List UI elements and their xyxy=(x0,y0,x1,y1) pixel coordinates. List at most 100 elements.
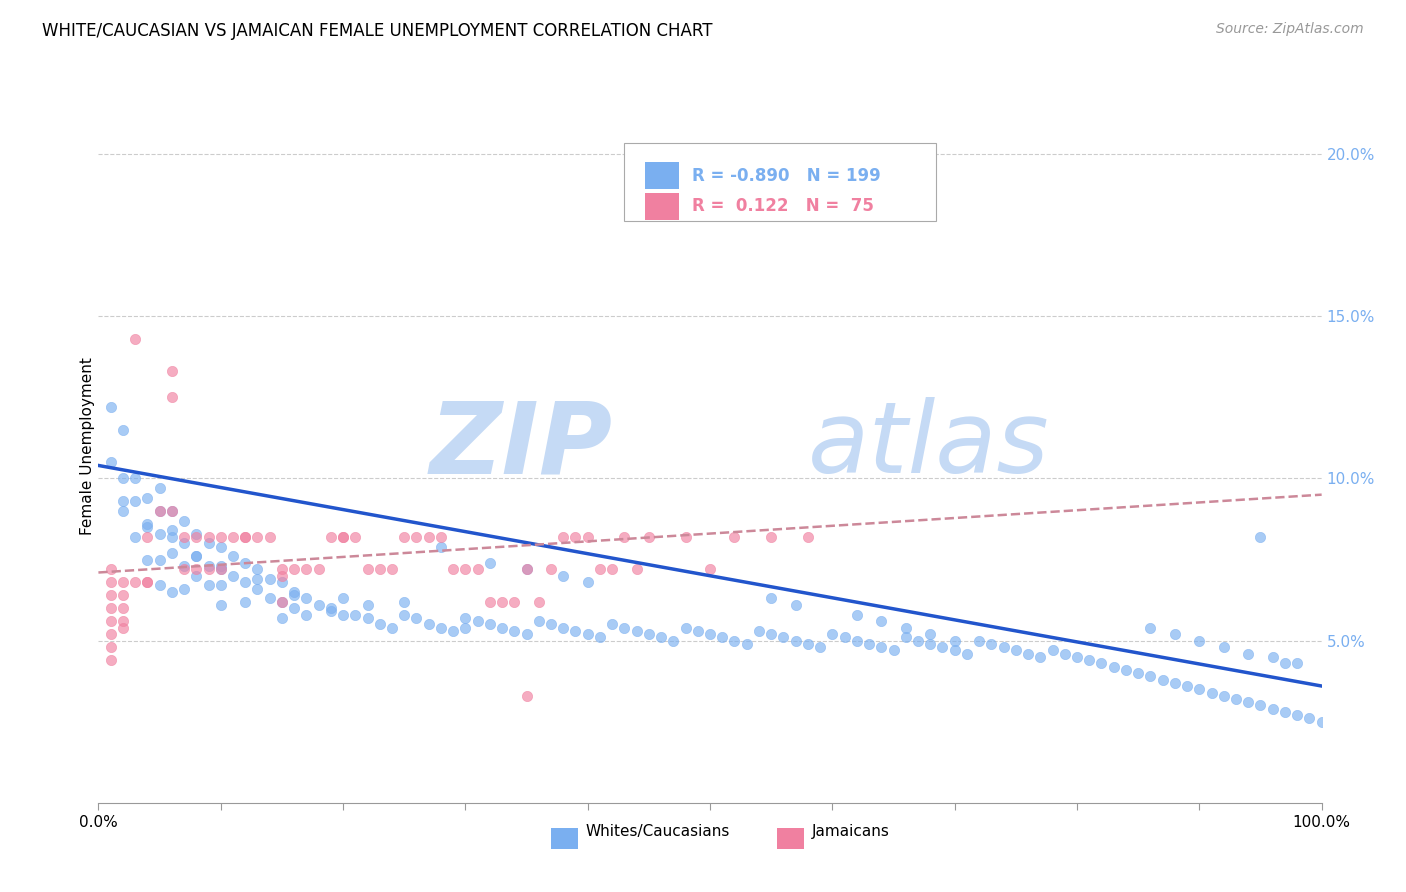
Point xyxy=(319,530,342,544)
Point xyxy=(149,481,172,495)
Point xyxy=(186,549,208,564)
Point xyxy=(1128,666,1150,681)
Point xyxy=(233,575,256,590)
Point xyxy=(894,631,917,645)
Point xyxy=(111,601,134,615)
Point xyxy=(124,471,146,485)
Point xyxy=(186,530,208,544)
Point xyxy=(920,627,942,641)
Point xyxy=(920,637,942,651)
Point xyxy=(1249,530,1271,544)
Point xyxy=(405,611,427,625)
Point xyxy=(197,562,219,576)
Point xyxy=(870,614,893,628)
Point xyxy=(675,621,697,635)
Point xyxy=(222,549,245,564)
Point xyxy=(478,595,501,609)
Point xyxy=(160,585,183,599)
Point xyxy=(222,530,245,544)
Point xyxy=(515,689,537,703)
Point xyxy=(834,631,856,645)
Point xyxy=(553,530,575,544)
Point xyxy=(418,617,440,632)
Point xyxy=(467,562,489,576)
Point xyxy=(699,562,721,576)
Point xyxy=(870,640,893,654)
Point xyxy=(100,601,122,615)
Point xyxy=(1310,714,1333,729)
Point xyxy=(136,516,159,531)
Point xyxy=(186,562,208,576)
Point xyxy=(173,514,195,528)
Point xyxy=(1225,692,1247,706)
Point xyxy=(197,578,219,592)
Point xyxy=(1139,621,1161,635)
Point xyxy=(430,621,453,635)
Point xyxy=(638,530,661,544)
Point xyxy=(332,607,354,622)
Point xyxy=(136,520,159,534)
Point xyxy=(332,530,354,544)
Point xyxy=(173,536,195,550)
Point xyxy=(233,530,256,544)
Point xyxy=(1017,647,1039,661)
Point xyxy=(797,530,820,544)
Point xyxy=(1274,705,1296,719)
Point xyxy=(441,562,464,576)
Point xyxy=(124,575,146,590)
Point xyxy=(454,621,477,635)
Point xyxy=(540,617,562,632)
Point xyxy=(576,575,599,590)
Point xyxy=(319,604,342,618)
Point xyxy=(197,530,219,544)
Point xyxy=(111,575,134,590)
Point xyxy=(308,562,330,576)
Point xyxy=(1090,657,1112,671)
Point xyxy=(503,595,526,609)
Point xyxy=(259,530,281,544)
Point xyxy=(761,591,783,606)
Point xyxy=(160,504,183,518)
Point xyxy=(797,637,820,651)
Point xyxy=(186,526,208,541)
Point xyxy=(136,530,159,544)
Point xyxy=(392,595,416,609)
Point xyxy=(392,530,416,544)
Text: WHITE/CAUCASIAN VS JAMAICAN FEMALE UNEMPLOYMENT CORRELATION CHART: WHITE/CAUCASIAN VS JAMAICAN FEMALE UNEMP… xyxy=(42,22,713,40)
Point xyxy=(1261,649,1284,664)
Point xyxy=(186,568,208,582)
Point xyxy=(515,562,537,576)
Point xyxy=(209,562,232,576)
Point xyxy=(1237,647,1260,661)
Point xyxy=(270,595,294,609)
Point xyxy=(931,640,953,654)
Point xyxy=(515,627,537,641)
Point xyxy=(1274,657,1296,671)
Point xyxy=(600,562,623,576)
Point xyxy=(356,598,378,612)
Point xyxy=(808,640,831,654)
Point xyxy=(222,568,245,582)
Point xyxy=(662,633,685,648)
Point xyxy=(1201,685,1223,699)
Point xyxy=(246,530,269,544)
Point xyxy=(761,530,783,544)
Point xyxy=(209,530,232,544)
Point xyxy=(295,562,318,576)
Point xyxy=(111,423,134,437)
Point xyxy=(626,624,648,638)
Point xyxy=(418,530,440,544)
Point xyxy=(160,530,183,544)
Point xyxy=(478,556,501,570)
Point xyxy=(173,562,195,576)
Point xyxy=(1212,689,1234,703)
Point xyxy=(1029,649,1052,664)
Point xyxy=(111,588,134,602)
Point xyxy=(270,562,294,576)
Point xyxy=(111,494,134,508)
Point xyxy=(993,640,1015,654)
Point xyxy=(845,607,868,622)
Point xyxy=(233,530,256,544)
Point xyxy=(111,471,134,485)
Point xyxy=(491,621,513,635)
